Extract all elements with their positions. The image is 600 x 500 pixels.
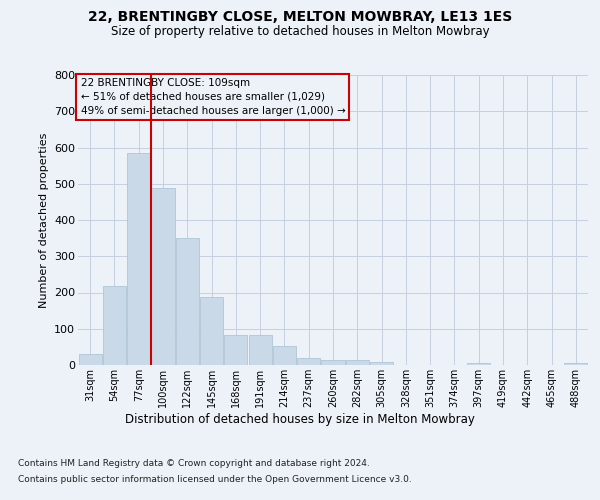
- Text: Contains public sector information licensed under the Open Government Licence v3: Contains public sector information licen…: [18, 475, 412, 484]
- Bar: [151, 188, 175, 365]
- Bar: [297, 358, 320, 365]
- Text: 22, BRENTINGBY CLOSE, MELTON MOWBRAY, LE13 1ES: 22, BRENTINGBY CLOSE, MELTON MOWBRAY, LE…: [88, 10, 512, 24]
- Text: Distribution of detached houses by size in Melton Mowbray: Distribution of detached houses by size …: [125, 412, 475, 426]
- Bar: [248, 335, 272, 365]
- Bar: [200, 297, 223, 365]
- Text: Size of property relative to detached houses in Melton Mowbray: Size of property relative to detached ho…: [110, 25, 490, 38]
- Bar: [127, 153, 150, 365]
- Bar: [79, 354, 101, 365]
- Bar: [273, 346, 296, 365]
- Bar: [322, 360, 344, 365]
- Bar: [370, 362, 393, 365]
- Bar: [346, 360, 369, 365]
- Y-axis label: Number of detached properties: Number of detached properties: [38, 132, 49, 308]
- Text: Contains HM Land Registry data © Crown copyright and database right 2024.: Contains HM Land Registry data © Crown c…: [18, 458, 370, 468]
- Bar: [224, 335, 247, 365]
- Bar: [565, 363, 587, 365]
- Bar: [103, 286, 126, 365]
- Text: 22 BRENTINGBY CLOSE: 109sqm
← 51% of detached houses are smaller (1,029)
49% of : 22 BRENTINGBY CLOSE: 109sqm ← 51% of det…: [80, 78, 346, 116]
- Bar: [176, 238, 199, 365]
- Bar: [467, 363, 490, 365]
